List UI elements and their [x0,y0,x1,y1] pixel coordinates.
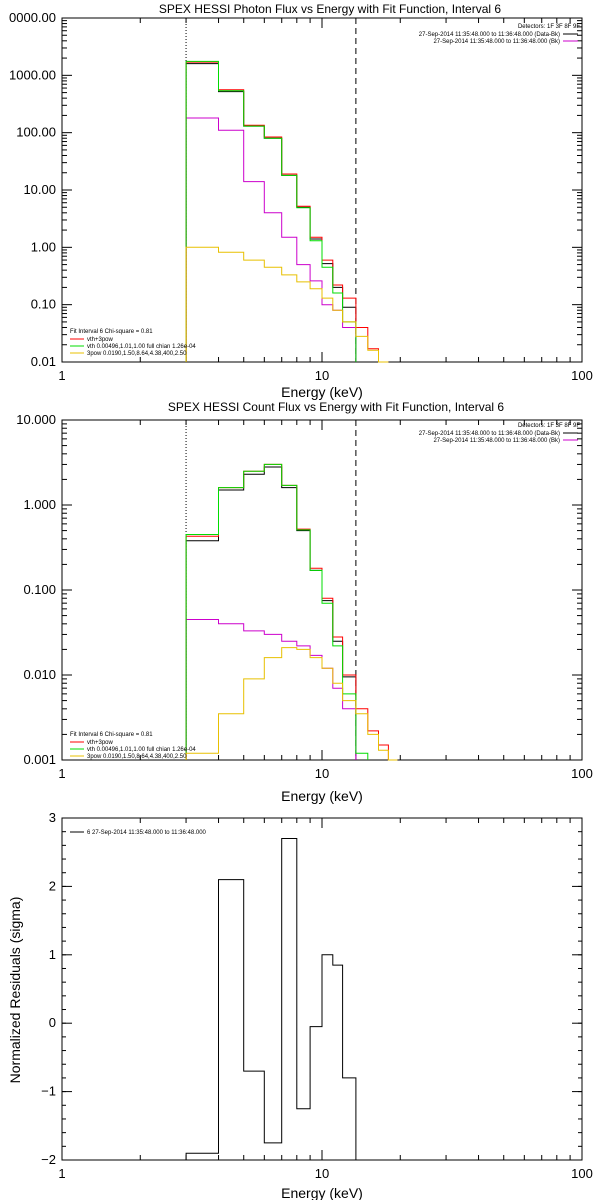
residuals-ytick-label: 3 [49,810,56,825]
photon-flux-legend-3pow-label: 3pow 0.0190,1.50,8.64,4.38,400,2.50 [87,351,187,357]
photon-flux-legend-data-label: 27-Sep-2014 11:35:48.000 to 11:36:48.000… [419,32,560,38]
count-flux-fit-header: Fit Interval 6 Chi-square = 0.81 [70,732,153,738]
photon-flux-ytick-label: 1000.00 [9,67,56,82]
photon-flux-legend-top: Detectors: 1F 3F 8F 9F 27-Sep-2014 11:35… [419,24,581,45]
count-flux-ytick-label: 10.000 [16,412,56,427]
count-flux-title: SPEX HESSI Count Flux vs Energy with Fit… [168,400,504,414]
photon-flux-fit-header: Fit Interval 6 Chi-square = 0.81 [70,329,153,335]
count-flux-legend-bottom: Fit Interval 6 Chi-square = 0.81 vth+3po… [70,732,196,760]
residuals-xtick-label: 100 [571,1166,593,1181]
count-flux-detectors: Detectors: 1F 3F 8F 9F [518,423,580,429]
count-flux-legend-bk-label: 27-Sep-2014 11:35:48.000 to 11:36:48.000… [433,438,560,444]
count-flux-xtick-label: 100 [571,766,593,781]
residuals-ytick-label: 2 [49,878,56,893]
photon-flux-series-3pow [185,246,389,363]
count-flux-legend-top: Detectors: 1F 3F 8F 9F 27-Sep-2014 11:35… [419,423,581,444]
count-flux-legend-data-label: 27-Sep-2014 11:35:48.000 to 11:36:48.000… [419,431,560,437]
photon-flux-panel: SPEX HESSI Photon Flux vs Energy with Fi… [9,2,593,400]
count-flux-ytick-label: 1.000 [23,497,56,512]
count-flux-series-data-bk [185,466,357,760]
photon-flux-plot: 1 10 100 0000.00 1000.00 100.00 10.00 1.00 0.10 0… [9,10,593,383]
photon-flux-ytick-label: 0000.00 [9,10,56,25]
photon-flux-ytick-label: 100.00 [16,125,56,140]
count-flux-legend-vth-label: vth 0.00496,1.01,1.00 full chian 1.26e-0… [87,747,196,753]
count-flux-legend-3pow-label: 3pow 0.0190,1.50,8.64,4.38,400,2.50 [87,754,187,760]
count-flux-series-3pow [185,647,398,761]
count-flux-xtick-label: 1 [58,766,65,781]
count-flux-plot: 1 10 100 10.000 1.000 0.100 0.010 0.001 [16,412,593,781]
residuals-panel: Energy (keV) Normalized Residuals (sigma… [7,810,593,1200]
photon-flux-series-vth [185,60,357,362]
count-flux-legend-vth3pow-label: vth+3pow [87,740,114,746]
count-flux-xlabel: Energy (keV) [281,788,363,804]
residuals-ylabel: Normalized Residuals (sigma) [7,897,23,1084]
residuals-ytick-label: 1 [49,947,56,962]
residuals-ytick-label: −1 [41,1084,56,1099]
photon-flux-series-vth-3pow [185,61,389,363]
photon-flux-legend-bottom: Fit Interval 6 Chi-square = 0.81 vth+3po… [70,329,196,357]
photon-flux-ytick-label: 10.00 [23,182,56,197]
photon-flux-ytick-label: 0.10 [31,297,56,312]
residuals-ytick-label: −2 [41,1152,56,1167]
photon-flux-xlabel: Energy (keV) [281,384,363,400]
photon-flux-legend-vth3pow-label: vth+3pow [87,337,114,343]
count-flux-ytick-label: 0.100 [23,582,56,597]
photon-flux-xtick-label: 100 [571,368,593,383]
photon-flux-ytick-label: 0.01 [31,354,56,369]
residuals-series-residual [185,838,357,1160]
residuals-legend: 6 27-Sep-2014 11:35:48.000 to 11:36:48.0… [70,830,207,836]
residuals-ytick-label: 0 [49,1015,56,1030]
photon-flux-legend-bk-label: 27-Sep-2014 11:35:48.000 to 11:36:48.000… [433,39,560,45]
residuals-xtick-label: 1 [58,1166,65,1181]
count-flux-panel: SPEX HESSI Count Flux vs Energy with Fit… [16,400,593,804]
photon-flux-xtick-label: 10 [315,368,329,383]
photon-flux-detectors: Detectors: 1F 3F 8F 9F [518,24,580,30]
photon-flux-xtick-label: 1 [58,368,65,383]
photon-flux-legend-vth-label: vth 0.00496,1.01,1.00 full chian 1.26e-0… [87,344,196,350]
photon-flux-frame [61,17,583,363]
count-flux-ytick-label: 0.001 [23,752,56,767]
residuals-xtick-label: 10 [315,1166,329,1181]
photon-flux-ytick-label: 1.00 [31,239,56,254]
count-flux-series-vth-3pow [185,463,398,761]
photon-flux-title: SPEX HESSI Photon Flux vs Energy with Fi… [159,2,501,16]
count-flux-xtick-label: 10 [315,766,329,781]
count-flux-series-bk [185,619,357,760]
count-flux-ytick-label: 0.010 [23,667,56,682]
residuals-legend-label: 6 27-Sep-2014 11:35:48.000 to 11:36:48.0… [87,830,207,836]
residuals-xlabel: Energy (keV) [281,1185,363,1200]
count-flux-series-vth [185,463,369,760]
photon-flux-series-bk [185,117,357,362]
